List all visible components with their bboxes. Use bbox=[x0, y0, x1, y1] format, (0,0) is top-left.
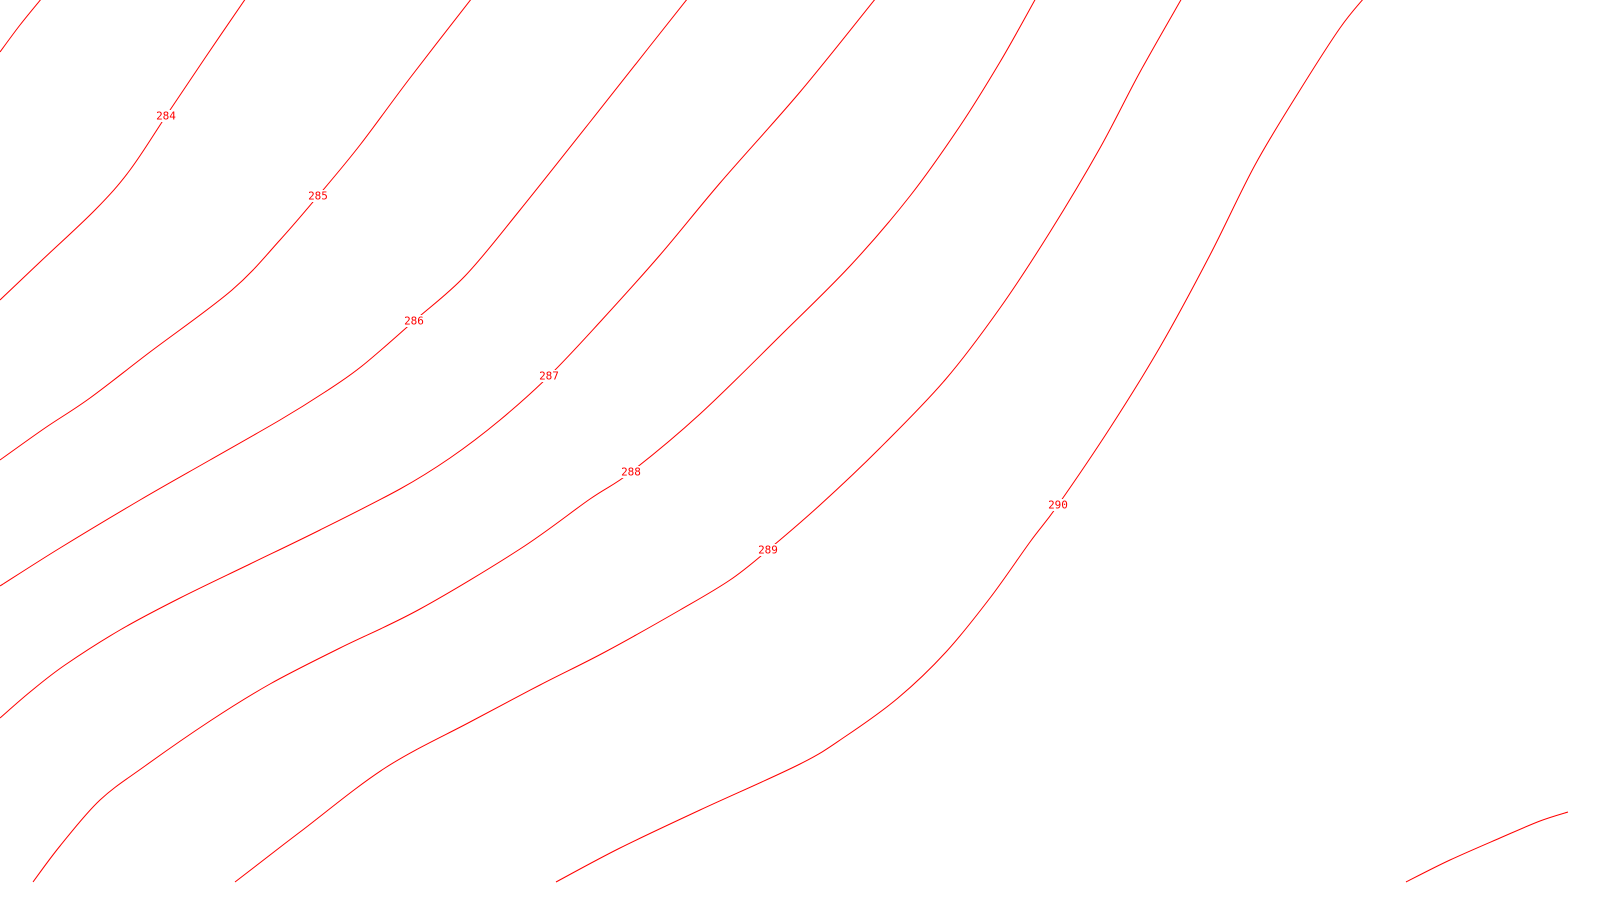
contour-line-286 bbox=[0, 0, 688, 587]
contour-line-290 bbox=[555, 0, 1363, 883]
contour-line-unlabeled-0 bbox=[0, 0, 41, 53]
contour-line-285 bbox=[0, 0, 472, 461]
contour-labels-layer: 284 285 286 287 288 289 290 bbox=[155, 110, 1069, 557]
contour-label-290: 290 bbox=[1048, 499, 1068, 512]
contour-line-unlabeled-8 bbox=[1405, 811, 1569, 883]
contour-label-286: 286 bbox=[404, 315, 424, 328]
contour-label-288: 288 bbox=[621, 466, 641, 479]
contour-label-halo-285 bbox=[307, 190, 329, 202]
contour-label-289: 289 bbox=[758, 544, 778, 557]
contour-label-halo-284 bbox=[155, 110, 177, 122]
contour-line-289 bbox=[234, 0, 1182, 883]
contour-label-halo-290 bbox=[1047, 499, 1069, 511]
contour-label-285: 285 bbox=[308, 190, 328, 203]
contour-line-288 bbox=[32, 0, 1036, 883]
contour-label-284: 284 bbox=[156, 110, 176, 123]
contour-line-287 bbox=[0, 0, 876, 719]
contour-label-halo-287 bbox=[538, 370, 560, 382]
contour-label-287: 287 bbox=[539, 370, 559, 383]
contour-label-halo-288 bbox=[620, 466, 642, 478]
contour-label-halo-286 bbox=[403, 315, 425, 327]
contour-line-284 bbox=[0, 0, 246, 301]
contour-lines-layer bbox=[0, 0, 1569, 883]
contour-label-halo-289 bbox=[757, 544, 779, 556]
